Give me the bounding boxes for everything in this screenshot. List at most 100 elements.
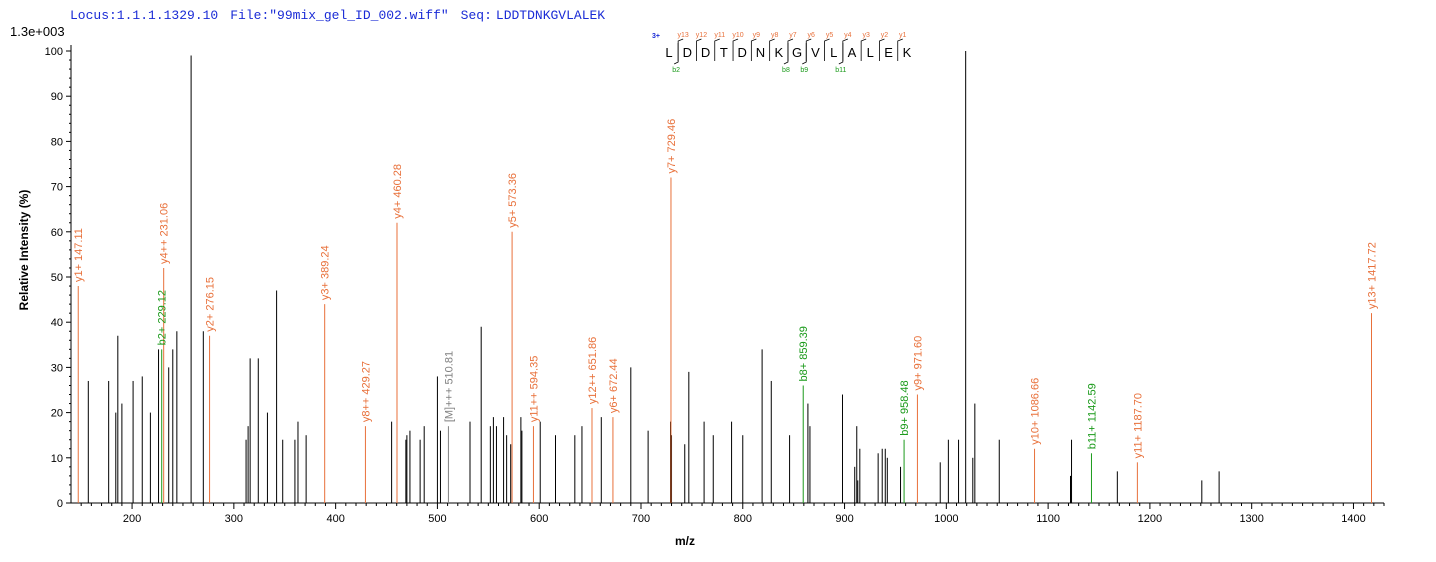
y-ion-tag: y2 <box>881 32 889 39</box>
x-axis-title: m/z <box>675 534 695 548</box>
peak-label: b2+ 229.12 <box>157 290 169 345</box>
y-tick-label: 40 <box>51 317 63 329</box>
b-ion-tag: b9 <box>800 67 808 74</box>
sequence-residue: D <box>738 45 747 60</box>
x-tick-label: 300 <box>225 513 243 525</box>
y-ion-tag: y6 <box>808 32 816 39</box>
sequence-residue: K <box>903 45 912 60</box>
y-axis-title: Relative Intensity (%) <box>17 190 31 311</box>
locus-text: Locus:1.1.1.1329.10 <box>70 8 219 23</box>
x-tick-label: 1100 <box>1036 513 1060 525</box>
peak-label: y2+ 276.15 <box>205 277 217 332</box>
file-text: File:"99mix_gel_ID_002.wiff" <box>230 8 449 23</box>
peak-label: b8+ 859.39 <box>798 326 810 381</box>
sequence-residue: G <box>792 45 802 60</box>
peak-label: b11+ 1142.59 <box>1086 383 1098 449</box>
y-ion-tag: y5 <box>826 32 834 39</box>
peak-label: y13+ 1417.72 <box>1367 242 1379 309</box>
y-ion-tag: y10 <box>732 32 743 39</box>
intensity-scale-label: 1.3e+003 <box>10 24 65 39</box>
x-tick-label: 700 <box>632 513 650 525</box>
y-tick-label: 50 <box>51 272 63 284</box>
sequence-residue: E <box>884 45 893 60</box>
peak-label: y12++ 651.86 <box>587 337 599 404</box>
b-ion-tag: b2 <box>672 67 680 74</box>
y-tick-label: 60 <box>51 227 63 239</box>
peak-label: y1+ 147.11 <box>73 228 85 282</box>
peak-labels: y1+ 147.11 b2+ 229.12 y4++ 231.06 y2+ 276.1… <box>73 119 1378 459</box>
peak-label: y11++ 594.35 <box>528 356 540 422</box>
x-tick-label: 900 <box>835 513 853 525</box>
sequence-residue: V <box>811 45 820 60</box>
x-tick-label: 500 <box>428 513 446 525</box>
y-ion-bracket <box>769 38 775 61</box>
y-tick-label: 100 <box>45 46 63 58</box>
y-ion-tag: y8 <box>771 32 779 39</box>
sequence-residue: L <box>867 45 874 60</box>
sequence-residue: D <box>683 45 692 60</box>
charge-state: 3+ <box>652 33 660 40</box>
sequence-text: LDDTDNKGVLALEK <box>495 8 606 23</box>
b-ion-bracket <box>802 43 807 65</box>
y-tick-label: 30 <box>51 362 63 374</box>
peak-label: y9+ 971.60 <box>912 336 924 391</box>
y-ion-tag: y11 <box>714 32 725 39</box>
peak-label: y5+ 573.36 <box>507 173 519 228</box>
peak-label: y4++ 231.06 <box>159 203 171 264</box>
y-tick-label: 90 <box>51 91 63 103</box>
y-ion-tag: y9 <box>753 32 761 39</box>
sequence-residue: T <box>720 45 728 60</box>
x-tick-label: 600 <box>530 513 548 525</box>
x-tick-label: 200 <box>123 513 141 525</box>
peak-label: [M]+++ 510.81 <box>443 351 455 422</box>
sequence-residue: D <box>701 45 710 60</box>
y-ion-bracket <box>897 38 903 61</box>
y-ion-bracket <box>824 38 830 61</box>
axes: 0 10 20 30 40 50 60 70 80 90 100 200 300 400 500 600 700… <box>45 45 1385 525</box>
peak-label: y6+ 672.44 <box>608 358 620 413</box>
x-tick-label: 1400 <box>1341 513 1365 525</box>
y-ion-tag: y7 <box>789 32 797 39</box>
peak-label: y11+ 1187.70 <box>1132 393 1144 458</box>
b-ion-bracket <box>838 43 844 65</box>
spectrum-header: Locus:1.1.1.1329.10 File:"99mix_gel_ID_00… <box>70 8 617 23</box>
x-tick-label: 1200 <box>1138 513 1162 525</box>
y-ion-bracket <box>696 38 702 61</box>
y-ion-tag: y3 <box>862 32 870 39</box>
peak-label: y3+ 389.24 <box>320 245 332 300</box>
y-ion-tag: y12 <box>696 32 707 39</box>
x-tick-label: 800 <box>734 513 752 525</box>
seq-label: Seq: <box>460 8 492 23</box>
y-tick-label: 70 <box>51 182 63 194</box>
x-tick-label: 400 <box>326 513 344 525</box>
y-ion-tag: y4 <box>844 32 852 39</box>
sequence-residue: N <box>756 45 765 60</box>
x-tick-label: 1000 <box>934 513 958 525</box>
peak-label: y10+ 1086.66 <box>1030 378 1042 445</box>
y-ion-bracket <box>714 38 720 61</box>
y-tick-label: 10 <box>51 453 63 465</box>
y-ion-bracket <box>860 38 867 61</box>
sequence-residue: L <box>830 45 837 60</box>
b-ion-tag: b8 <box>782 67 790 74</box>
b-ion-bracket <box>783 43 789 65</box>
y-tick-label: 0 <box>57 498 63 510</box>
peak-label: y4+ 460.28 <box>392 164 404 219</box>
y-tick-label: 20 <box>51 408 63 420</box>
peak-label: y8++ 429.27 <box>360 361 372 422</box>
y-ion-tag: y13 <box>678 32 689 39</box>
b-ion-tag: b11 <box>835 67 846 74</box>
sequence-residue: L <box>665 45 672 60</box>
sequence-residue: K <box>774 45 783 60</box>
b-ion-bracket <box>673 43 679 65</box>
peak-label: y7+ 729.46 <box>666 119 678 174</box>
sequence-residue: A <box>848 45 857 60</box>
peaks <box>77 51 1373 503</box>
y-ion-bracket <box>732 38 739 61</box>
y-ion-bracket <box>879 38 885 61</box>
x-tick-label: 1300 <box>1239 513 1263 525</box>
y-tick-label: 80 <box>51 136 63 148</box>
peak-label: b9+ 958.48 <box>899 380 911 435</box>
